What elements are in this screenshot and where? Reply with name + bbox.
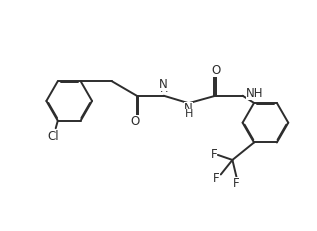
Text: F: F <box>213 172 220 185</box>
Text: N: N <box>159 78 168 91</box>
Text: O: O <box>131 115 140 128</box>
Text: F: F <box>210 148 217 161</box>
Text: H: H <box>184 109 193 119</box>
Text: Cl: Cl <box>47 130 59 143</box>
Text: N: N <box>184 102 193 115</box>
Text: O: O <box>211 64 220 77</box>
Text: H: H <box>159 85 168 94</box>
Text: F: F <box>233 177 240 190</box>
Text: NH: NH <box>246 87 263 100</box>
